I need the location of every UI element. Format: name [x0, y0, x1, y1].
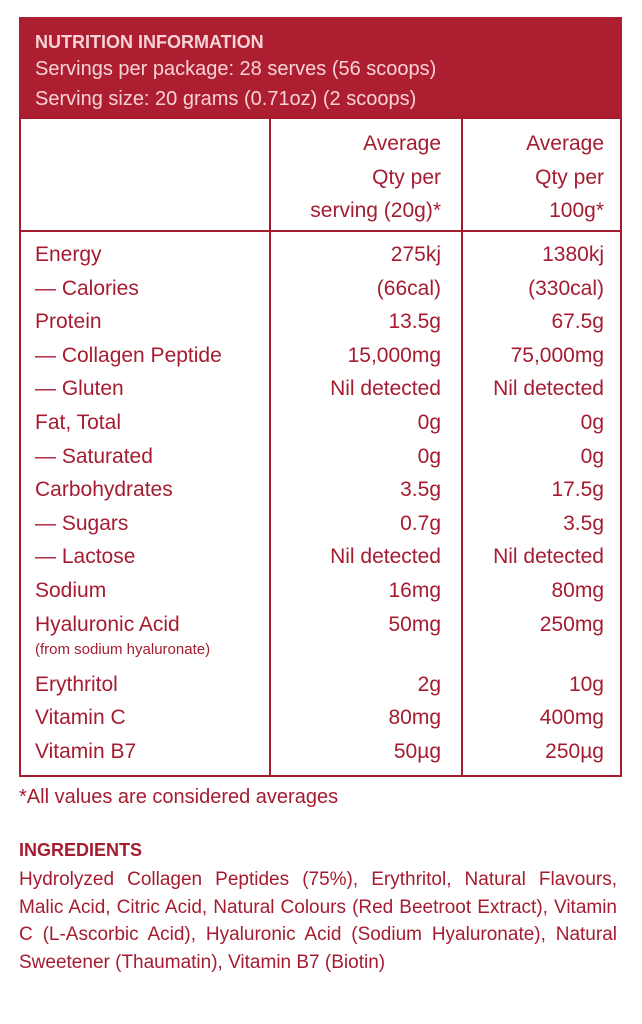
- row-value: 3.5g: [563, 511, 604, 535]
- row-value: 1380kj: [542, 243, 604, 266]
- row-value: 16mg: [388, 579, 441, 602]
- row-value: 2g: [417, 672, 441, 696]
- nutrition-table: Average Qty per serving (20g)* Average Qty p…: [19, 117, 622, 777]
- row-value: Nil detected: [493, 545, 604, 569]
- row-value: 0g: [417, 411, 441, 434]
- row-label: Hyaluronic Acid: [35, 612, 180, 636]
- row-value: 80mg: [551, 579, 604, 602]
- column-divider: [269, 119, 271, 775]
- row-value: 400mg: [539, 706, 604, 730]
- column-header: 100g*: [549, 199, 604, 223]
- row-value: 275kj: [390, 243, 441, 266]
- row-label: Fat, Total: [35, 411, 121, 434]
- column-header: Average: [526, 132, 604, 155]
- row-label: — Saturated: [35, 444, 153, 468]
- row-label: Vitamin C: [35, 706, 126, 730]
- row-label: — Collagen Peptide: [35, 343, 222, 367]
- ingredients-text: Hydrolyzed Collagen Peptides (75%), Eryt…: [19, 869, 617, 973]
- row-note: (from sodium hyaluronate): [35, 640, 211, 658]
- row-value: Nil detected: [493, 377, 604, 401]
- row-value: 0g: [417, 444, 441, 468]
- row-value: 250µg: [545, 739, 604, 763]
- header-line: Serving size: 20 grams (0.71oz) (2 scoop…: [35, 88, 417, 110]
- row-label: Vitamin B7: [35, 739, 137, 763]
- column-header: serving (20g)*: [310, 199, 441, 223]
- ingredients-title: INGREDIENTS: [19, 840, 143, 860]
- row-value: 0.7g: [400, 511, 441, 535]
- row-value: (66cal): [376, 276, 441, 300]
- header-line: Servings per package: 28 serves (56 scoo…: [35, 58, 437, 80]
- row-value: Nil detected: [330, 545, 441, 569]
- column-header: Qty per: [535, 165, 604, 189]
- row-value: 17.5g: [551, 478, 604, 502]
- row-value: 0g: [580, 411, 604, 434]
- row-value: 75,000mg: [510, 343, 604, 367]
- row-value: 250mg: [539, 612, 604, 636]
- row-value: 50µg: [393, 739, 441, 763]
- row-label: Carbohydrates: [35, 478, 173, 502]
- row-value: 13.5g: [388, 310, 441, 334]
- row-label: Energy: [35, 243, 102, 266]
- row-label: — Sugars: [35, 511, 129, 535]
- row-label: — Calories: [35, 276, 139, 300]
- row-value: 67.5g: [551, 310, 604, 334]
- row-value: 3.5g: [400, 478, 441, 502]
- row-value: 15,000mg: [347, 343, 441, 367]
- row-value: Nil detected: [330, 377, 441, 401]
- row-label: — Gluten: [35, 377, 124, 401]
- header: NUTRITION INFORMATION Servings per packa…: [19, 17, 622, 118]
- column-divider: [461, 119, 463, 775]
- row-label: Erythritol: [35, 672, 118, 696]
- row-value: 0g: [580, 444, 604, 468]
- row-value: 80mg: [388, 706, 441, 730]
- header-title: NUTRITION INFORMATION: [35, 32, 264, 52]
- column-header: Average: [363, 132, 441, 155]
- footnote: *All values are considered averages: [19, 786, 339, 808]
- row-label: Protein: [35, 310, 102, 334]
- row-value: 50mg: [388, 612, 441, 636]
- row-label: — Lactose: [35, 545, 136, 569]
- column-header: Qty per: [372, 165, 441, 189]
- row-label: Sodium: [35, 579, 107, 602]
- row-value: (330cal): [528, 276, 604, 300]
- row-value: 10g: [568, 672, 604, 696]
- header-divider: [21, 230, 620, 232]
